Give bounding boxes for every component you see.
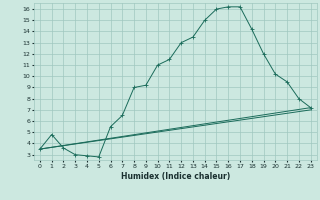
X-axis label: Humidex (Indice chaleur): Humidex (Indice chaleur)	[121, 172, 230, 181]
